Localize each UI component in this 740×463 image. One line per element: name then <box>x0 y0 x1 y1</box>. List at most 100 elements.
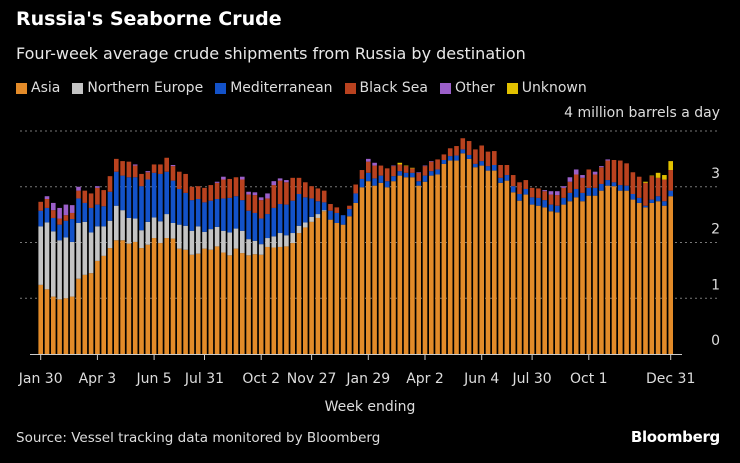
bloomberg-logo: Bloomberg <box>630 428 720 446</box>
y-tick-label: 0 <box>711 333 720 349</box>
bar-northern-europe <box>57 240 62 300</box>
bar-asia <box>410 177 415 354</box>
bar-mediterranean <box>624 185 629 191</box>
bar-northern-europe <box>246 239 251 256</box>
bar-other <box>95 186 100 188</box>
legend-item-other: Other <box>439 80 495 96</box>
bar-northern-europe <box>189 230 195 255</box>
bar-black-sea <box>315 188 321 202</box>
bar-asia <box>567 201 573 354</box>
bar-mediterranean <box>51 217 56 232</box>
bar-black-sea <box>410 168 415 173</box>
bar-northern-europe <box>290 233 295 244</box>
bar-mediterranean <box>145 179 151 222</box>
bar-black-sea <box>492 151 497 166</box>
bar-asia <box>126 243 132 354</box>
x-tick-label: Jun 4 <box>463 371 499 387</box>
bar-black-sea <box>441 154 447 160</box>
bar-asia <box>63 298 69 354</box>
bar-black-sea <box>416 172 421 182</box>
bar-mediterranean <box>630 193 636 200</box>
bar-mediterranean <box>668 190 673 197</box>
bar-asia <box>258 254 264 354</box>
bar-black-sea <box>221 179 226 199</box>
x-tick-label: Oct 1 <box>570 371 608 387</box>
bar-mediterranean <box>422 175 428 182</box>
bar-northern-europe <box>69 241 75 297</box>
bar-black-sea <box>164 157 169 172</box>
bar-other <box>567 177 573 182</box>
bar-black-sea <box>277 180 283 205</box>
bar-asia <box>347 216 352 354</box>
bar-other <box>284 180 289 183</box>
bar-mediterranean <box>76 198 81 223</box>
bar-asia <box>624 190 629 354</box>
bar-black-sea <box>82 190 88 203</box>
bar-mediterranean <box>101 206 106 227</box>
bar-other <box>599 166 604 168</box>
bar-other <box>366 158 371 162</box>
bar-mediterranean <box>202 202 207 232</box>
bar-black-sea <box>555 195 560 206</box>
bar-asia <box>422 181 428 354</box>
bar-black-sea <box>240 179 245 201</box>
bar-black-sea <box>57 218 62 225</box>
bar-other <box>391 165 396 167</box>
bar-asia <box>649 202 655 354</box>
bar-asia <box>636 202 642 354</box>
bar-asia <box>492 170 497 354</box>
bar-black-sea <box>662 179 667 202</box>
bar-asia <box>630 199 636 354</box>
bar-black-sea <box>359 170 365 179</box>
bar-asia <box>643 207 648 354</box>
bar-black-sea <box>429 161 434 172</box>
legend-item-mediterranean: Mediterranean <box>215 80 333 96</box>
bar-mediterranean <box>416 181 421 186</box>
bar-mediterranean <box>636 197 642 203</box>
bar-mediterranean <box>460 149 466 154</box>
bar-mediterranean <box>221 198 226 231</box>
bar-asia <box>252 254 258 354</box>
bar-northern-europe <box>63 237 69 299</box>
bar-asia <box>454 160 459 354</box>
bar-mediterranean <box>120 175 125 211</box>
bar-asia <box>189 254 195 354</box>
bar-mediterranean <box>447 156 453 161</box>
bar-asia <box>158 243 163 354</box>
bar-northern-europe <box>126 217 132 244</box>
bar-black-sea <box>542 191 547 201</box>
bar-asia <box>107 248 113 354</box>
bar-other <box>63 204 69 216</box>
bar-northern-europe <box>107 220 113 249</box>
bar-asia <box>548 211 554 354</box>
bar-asia <box>164 238 169 354</box>
bar-asia <box>429 175 434 354</box>
bar-asia <box>221 252 226 354</box>
bar-black-sea <box>599 167 604 184</box>
bar-asia <box>95 260 100 354</box>
bar-asia <box>82 274 88 354</box>
bar-mediterranean <box>384 181 390 188</box>
bar-black-sea <box>435 159 440 170</box>
bar-northern-europe <box>315 214 321 218</box>
bar-mediterranean <box>258 218 264 245</box>
bar-mediterranean <box>580 192 585 202</box>
bar-mediterranean <box>303 197 308 223</box>
bar-asia <box>555 212 560 354</box>
bar-black-sea <box>536 188 541 198</box>
bar-black-sea <box>246 194 251 211</box>
legend-swatch <box>344 82 356 94</box>
bar-other <box>555 191 560 196</box>
bar-asia <box>618 190 623 354</box>
bar-mediterranean <box>359 178 365 188</box>
bar-asia <box>372 185 377 354</box>
legend-item-unknown: Unknown <box>506 80 587 96</box>
bar-asia <box>655 201 661 354</box>
bar-other <box>277 178 283 181</box>
bar-black-sea <box>195 186 201 200</box>
bar-black-sea <box>139 173 144 187</box>
bar-black-sea <box>38 201 43 211</box>
bar-other <box>76 186 81 191</box>
bar-mediterranean <box>435 169 440 175</box>
